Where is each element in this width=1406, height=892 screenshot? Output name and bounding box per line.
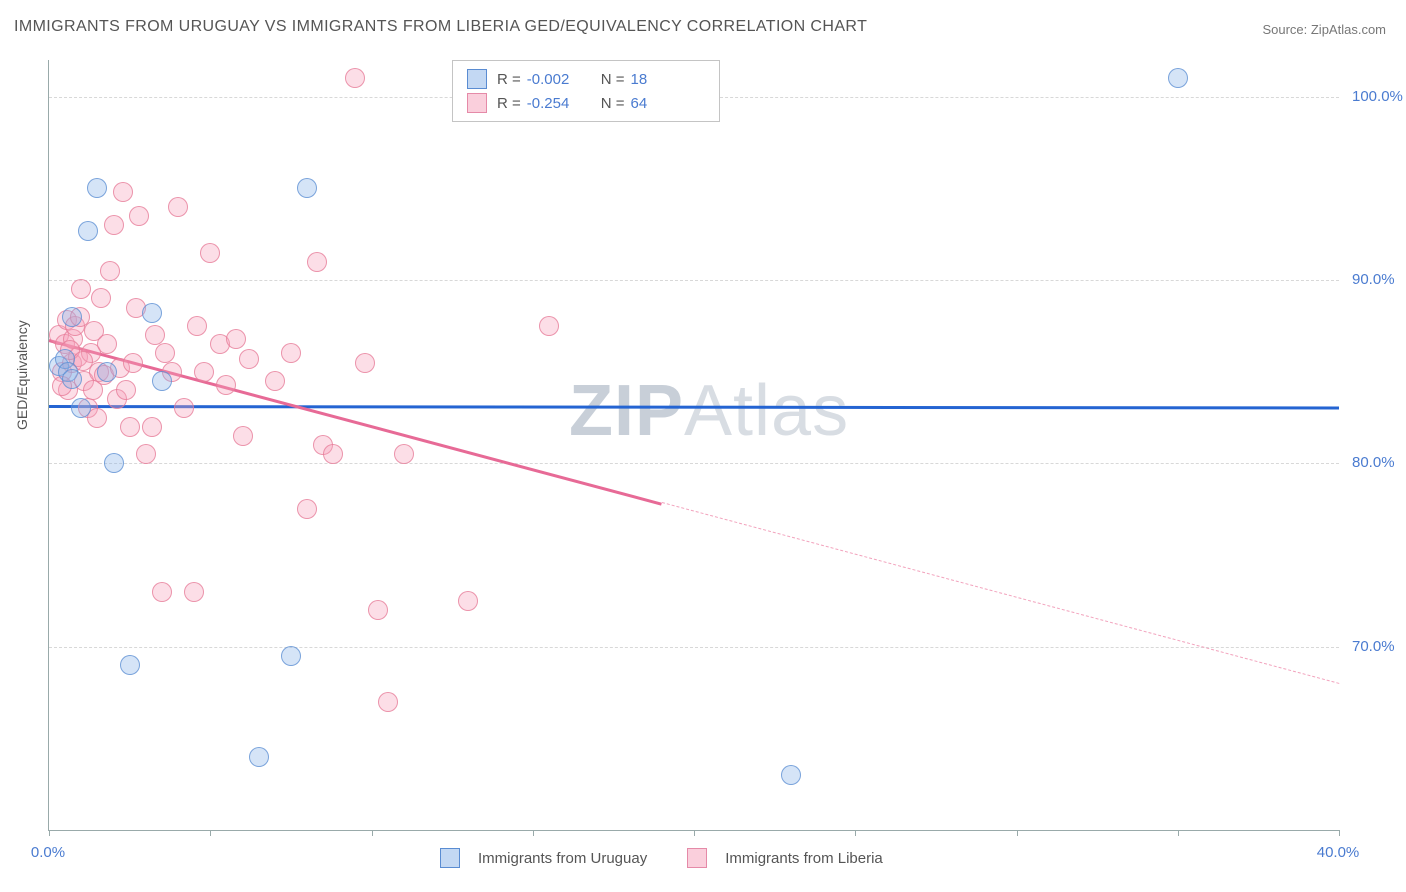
data-point-uruguay [281,646,301,666]
data-point-uruguay [249,747,269,767]
data-point-uruguay [781,765,801,785]
gridline-h [49,647,1339,648]
x-tick [533,830,534,836]
plot-area: ZIPAtlas [48,60,1339,831]
data-point-liberia [184,582,204,602]
data-point-liberia [71,279,91,299]
data-point-liberia [129,206,149,226]
data-point-liberia [265,371,285,391]
y-tick-label: 80.0% [1352,454,1395,471]
data-point-liberia [323,444,343,464]
swatch-uruguay [467,69,487,89]
data-point-liberia [168,197,188,217]
trendline [49,405,1339,409]
data-point-uruguay [1168,68,1188,88]
data-point-uruguay [62,369,82,389]
data-point-liberia [104,215,124,235]
data-point-liberia [194,362,214,382]
data-point-liberia [539,316,559,336]
gridline-h [49,280,1339,281]
data-point-uruguay [62,307,82,327]
gridline-h [49,463,1339,464]
data-point-uruguay [71,398,91,418]
data-point-liberia [458,591,478,611]
data-point-liberia [233,426,253,446]
source-label: Source: ZipAtlas.com [1262,22,1386,37]
legend-item-liberia: Immigrants from Liberia [687,848,883,868]
r-value-liberia: -0.254 [527,95,579,112]
r-value-uruguay: -0.002 [527,71,579,88]
data-point-liberia [281,343,301,363]
data-point-liberia [307,252,327,272]
data-point-uruguay [152,371,172,391]
data-point-liberia [355,353,375,373]
data-point-liberia [174,398,194,418]
corr-row-uruguay: R = -0.002 N = 18 [467,67,705,91]
data-point-liberia [97,334,117,354]
x-tick-label: 0.0% [31,844,65,861]
series-legend: Immigrants from Uruguay Immigrants from … [440,848,883,868]
corr-row-liberia: R = -0.254 N = 64 [467,91,705,115]
correlation-legend: R = -0.002 N = 18 R = -0.254 N = 64 [452,60,720,122]
data-point-liberia [297,499,317,519]
x-tick [1339,830,1340,836]
legend-label-uruguay: Immigrants from Uruguay [478,850,647,867]
data-point-liberia [100,261,120,281]
data-point-liberia [142,417,162,437]
data-point-liberia [200,243,220,263]
data-point-uruguay [104,453,124,473]
data-point-liberia [83,380,103,400]
data-point-uruguay [142,303,162,323]
data-point-uruguay [78,221,98,241]
data-point-liberia [378,692,398,712]
x-tick [372,830,373,836]
y-tick-label: 90.0% [1352,271,1395,288]
chart-title: IMMIGRANTS FROM URUGUAY VS IMMIGRANTS FR… [14,18,867,36]
legend-label-liberia: Immigrants from Liberia [725,850,883,867]
n-value-uruguay: 18 [631,71,683,88]
data-point-uruguay [120,655,140,675]
x-tick [1178,830,1179,836]
data-point-liberia [155,343,175,363]
data-point-liberia [123,353,143,373]
data-point-uruguay [297,178,317,198]
watermark: ZIPAtlas [569,370,849,452]
swatch-liberia-icon [687,848,707,868]
data-point-liberia [136,444,156,464]
x-tick [855,830,856,836]
y-tick-label: 70.0% [1352,638,1395,655]
x-tick [1017,830,1018,836]
legend-item-uruguay: Immigrants from Uruguay [440,848,647,868]
data-point-liberia [226,329,246,349]
chart-container: IMMIGRANTS FROM URUGUAY VS IMMIGRANTS FR… [0,0,1406,892]
trendline [662,502,1340,684]
data-point-liberia [239,349,259,369]
data-point-uruguay [97,362,117,382]
data-point-liberia [368,600,388,620]
y-tick-label: 100.0% [1352,88,1403,105]
data-point-liberia [120,417,140,437]
data-point-liberia [116,380,136,400]
data-point-liberia [91,288,111,308]
y-axis-label: GED/Equivalency [14,320,30,430]
data-point-liberia [394,444,414,464]
data-point-liberia [113,182,133,202]
swatch-liberia [467,93,487,113]
x-tick [210,830,211,836]
data-point-liberia [345,68,365,88]
x-tick [49,830,50,836]
data-point-liberia [216,375,236,395]
n-value-liberia: 64 [631,95,683,112]
swatch-uruguay-icon [440,848,460,868]
data-point-uruguay [87,178,107,198]
x-tick [694,830,695,836]
x-tick-label: 40.0% [1317,844,1360,861]
data-point-liberia [145,325,165,345]
data-point-liberia [187,316,207,336]
data-point-liberia [152,582,172,602]
